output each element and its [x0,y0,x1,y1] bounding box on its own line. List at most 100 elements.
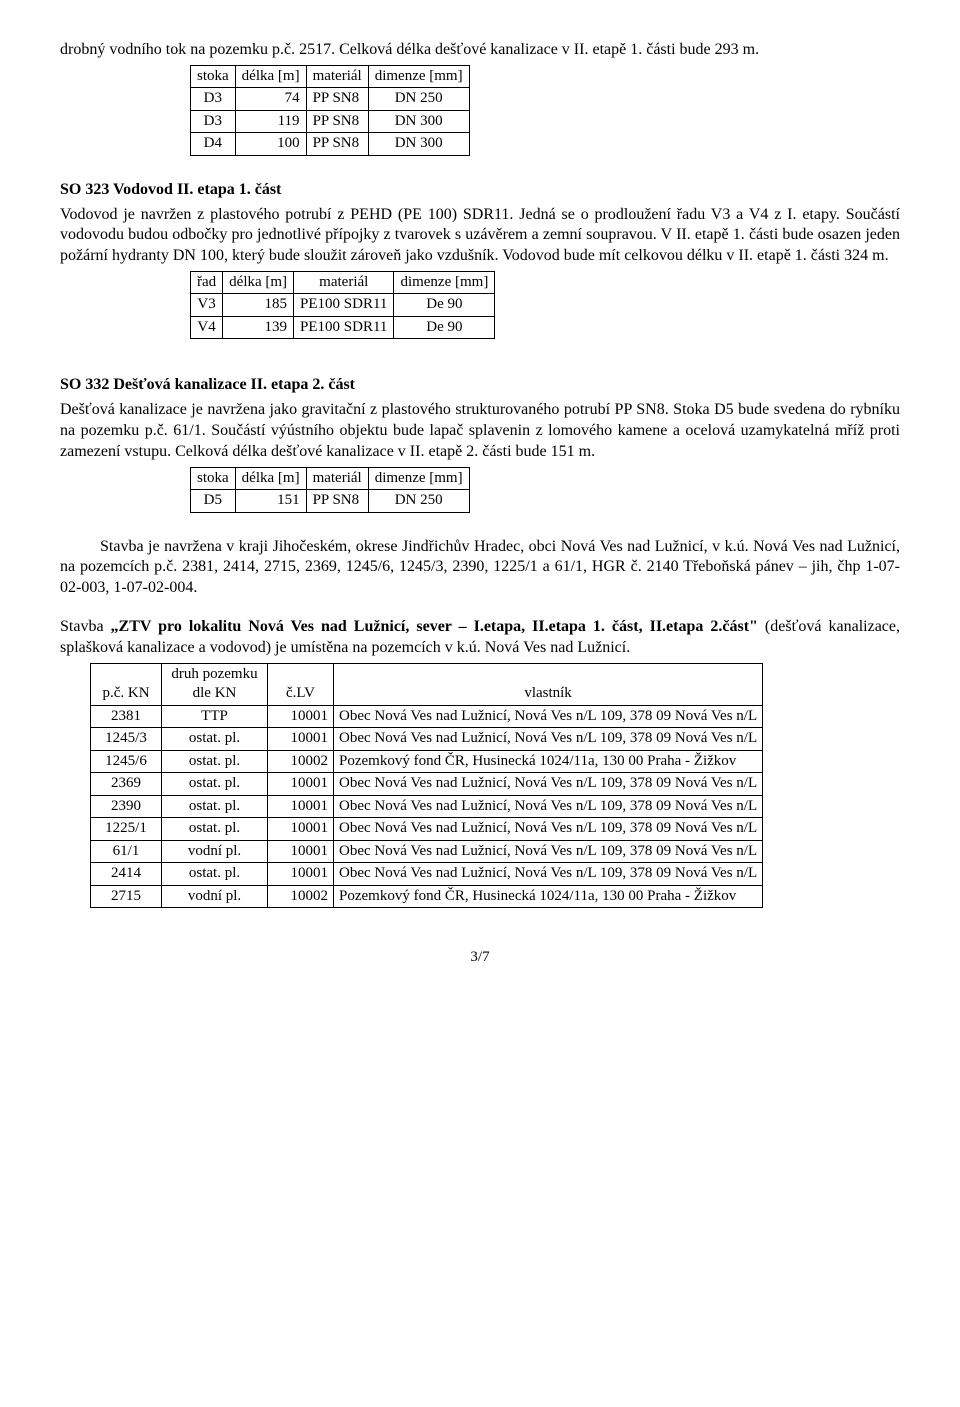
t4-h3: vlastník [334,663,763,705]
cell: 1245/6 [91,750,162,773]
cell: 2715 [91,885,162,908]
cell: 10001 [268,773,334,796]
cell: ostat. pl. [162,750,268,773]
so323-text: Vodovod je navržen z plastového potrubí … [60,205,900,267]
t3-h0: stoka [191,467,236,490]
cell: 1245/3 [91,728,162,751]
cell: DN 250 [368,88,469,111]
intro-paragraph: drobný vodního tok na pozemku p.č. 2517.… [60,40,900,61]
table-row: V4 139 PE100 SDR11 De 90 [191,316,495,339]
cell: 2369 [91,773,162,796]
cell: 10001 [268,840,334,863]
cell: 2390 [91,795,162,818]
cell: Obec Nová Ves nad Lužnicí, Nová Ves n/L … [334,795,763,818]
cell: PP SN8 [306,490,368,513]
cell: 10001 [268,705,334,728]
cell: 139 [223,316,294,339]
cell: 10001 [268,863,334,886]
cell: 10001 [268,795,334,818]
cell: 61/1 [91,840,162,863]
placement-pre: Stavba [60,618,111,635]
table-row: 2390 ostat. pl. 10001 Obec Nová Ves nad … [91,795,763,818]
table2-wrap: řad délka [m] materiál dimenze [mm] V3 1… [190,271,900,340]
placement-bold: „ZTV pro lokalitu Nová Ves nad Lužnicí, … [111,618,758,635]
cell: Obec Nová Ves nad Lužnicí, Nová Ves n/L … [334,818,763,841]
t4-h0: p.č. KN [91,663,162,705]
cell: ostat. pl. [162,728,268,751]
so332-text: Dešťová kanalizace je navržena jako grav… [60,400,900,462]
table-row: 1245/3 ostat. pl. 10001 Obec Nová Ves na… [91,728,763,751]
t4-h2: č.LV [268,663,334,705]
table-row: 1225/1 ostat. pl. 10001 Obec Nová Ves na… [91,818,763,841]
cell: ostat. pl. [162,773,268,796]
t1-h3: dimenze [mm] [368,65,469,88]
cell: PE100 SDR11 [294,294,394,317]
cell: D3 [191,88,236,111]
cell: PP SN8 [306,133,368,156]
so323-heading: SO 323 Vodovod II. etapa 1. část [60,180,900,201]
cell: Obec Nová Ves nad Lužnicí, Nová Ves n/L … [334,840,763,863]
cell: vodní pl. [162,840,268,863]
table-row: 2414 ostat. pl. 10001 Obec Nová Ves nad … [91,863,763,886]
cell: PE100 SDR11 [294,316,394,339]
table-rad: řad délka [m] materiál dimenze [mm] V3 1… [190,271,495,340]
table-row: V3 185 PE100 SDR11 De 90 [191,294,495,317]
table-row: D4 100 PP SN8 DN 300 [191,133,470,156]
table-parcels: p.č. KN druh pozemku dle KN č.LV vlastní… [90,663,763,909]
table-row: D5 151 PP SN8 DN 250 [191,490,470,513]
cell: DN 250 [368,490,469,513]
cell: Obec Nová Ves nad Lužnicí, Nová Ves n/L … [334,705,763,728]
table-row: D3 119 PP SN8 DN 300 [191,110,470,133]
t2-h0: řad [191,271,223,294]
cell: Obec Nová Ves nad Lužnicí, Nová Ves n/L … [334,773,763,796]
cell: D4 [191,133,236,156]
t3-h1: délka [m] [235,467,306,490]
cell: PP SN8 [306,88,368,111]
t4-h1: druh pozemku dle KN [162,663,268,705]
cell: 119 [235,110,306,133]
table-row: 2369 ostat. pl. 10001 Obec Nová Ves nad … [91,773,763,796]
cell: 1225/1 [91,818,162,841]
cell: Obec Nová Ves nad Lužnicí, Nová Ves n/L … [334,863,763,886]
cell: Pozemkový fond ČR, Husinecká 1024/11a, 1… [334,885,763,908]
t2-h3: dimenze [mm] [394,271,495,294]
cell: PP SN8 [306,110,368,133]
cell: 100 [235,133,306,156]
cell: TTP [162,705,268,728]
t3-h2: materiál [306,467,368,490]
cell: ostat. pl. [162,818,268,841]
t1-h1: délka [m] [235,65,306,88]
cell: De 90 [394,316,495,339]
table1-wrap: stoka délka [m] materiál dimenze [mm] D3… [190,65,900,156]
page-number: 3/7 [60,948,900,968]
cell: 10002 [268,885,334,908]
cell: ostat. pl. [162,795,268,818]
cell: vodní pl. [162,885,268,908]
cell: V3 [191,294,223,317]
cell: Pozemkový fond ČR, Husinecká 1024/11a, 1… [334,750,763,773]
cell: 151 [235,490,306,513]
cell: 10001 [268,728,334,751]
t2-h1: délka [m] [223,271,294,294]
table-row: 2715 vodní pl. 10002 Pozemkový fond ČR, … [91,885,763,908]
cell: Obec Nová Ves nad Lužnicí, Nová Ves n/L … [334,728,763,751]
cell: De 90 [394,294,495,317]
t1-h0: stoka [191,65,236,88]
cell: 10002 [268,750,334,773]
cell: DN 300 [368,110,469,133]
table-stoka-1: stoka délka [m] materiál dimenze [mm] D3… [190,65,470,156]
placement-paragraph: Stavba „ZTV pro lokalitu Nová Ves nad Lu… [60,617,900,659]
cell: D3 [191,110,236,133]
cell: 185 [223,294,294,317]
cell: 74 [235,88,306,111]
table-row: 61/1 vodní pl. 10001 Obec Nová Ves nad L… [91,840,763,863]
cell: ostat. pl. [162,863,268,886]
cell: D5 [191,490,236,513]
table-stoka-2: stoka délka [m] materiál dimenze [mm] D5… [190,467,470,513]
cell: 2381 [91,705,162,728]
table-row: 1245/6 ostat. pl. 10002 Pozemkový fond Č… [91,750,763,773]
t1-h2: materiál [306,65,368,88]
table3-wrap: stoka délka [m] materiál dimenze [mm] D5… [190,467,900,513]
cell: 2414 [91,863,162,886]
t3-h3: dimenze [mm] [368,467,469,490]
